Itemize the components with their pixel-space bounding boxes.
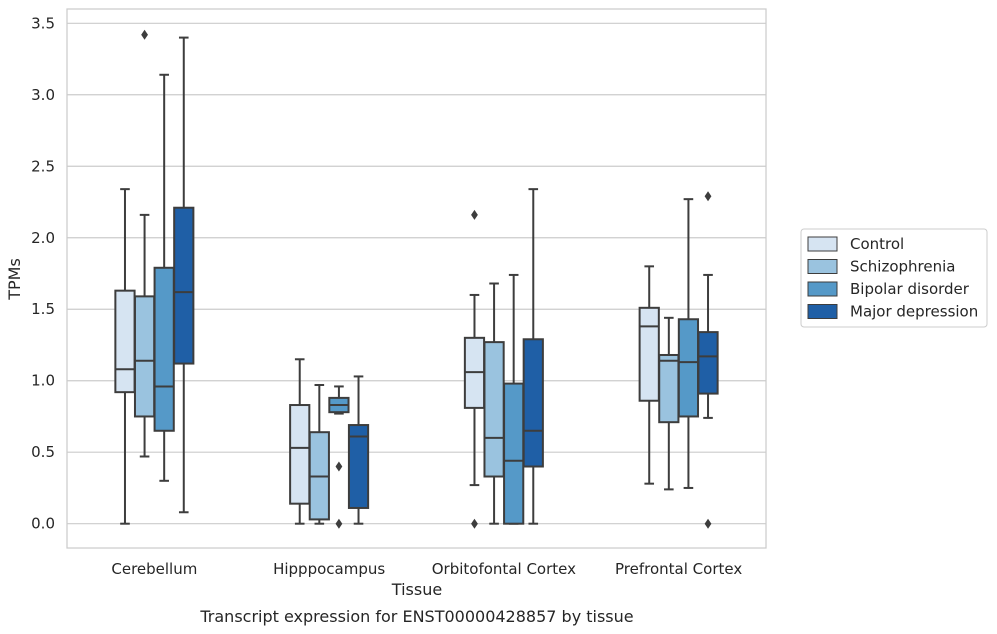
y-tick-label: 0.5 — [31, 443, 55, 461]
box-series — [114, 29, 719, 529]
box — [328, 385, 350, 529]
box-body — [677, 318, 700, 418]
legend-label: Major depression — [850, 303, 978, 321]
x-tick-label: Orbitofontal Cortex — [432, 560, 576, 578]
y-tick-label: 2.0 — [31, 229, 55, 247]
y-tick-label: 3.0 — [31, 86, 55, 104]
y-tick-label: 0.0 — [31, 515, 55, 533]
y-tick-label: 2.5 — [31, 157, 55, 175]
legend-label: Bipolar disorder — [850, 280, 970, 298]
box-body — [522, 338, 544, 468]
x-tick-label: Cerebellum — [111, 560, 197, 578]
outlier-marker — [471, 209, 478, 220]
y-tick-label: 1.5 — [31, 300, 55, 318]
box — [114, 188, 136, 525]
box-body — [638, 306, 660, 402]
legend-swatch — [807, 304, 838, 319]
box-body — [483, 341, 505, 478]
box-body — [658, 353, 680, 424]
box — [677, 198, 700, 489]
box-body — [289, 404, 311, 505]
box-body — [173, 206, 195, 365]
legend-swatch — [807, 259, 838, 274]
outlier-marker — [704, 191, 712, 202]
legend-label: Control — [850, 235, 904, 253]
box-body — [114, 289, 136, 394]
y-axis-title: TPMs — [5, 258, 24, 301]
y-tick-label: 3.5 — [31, 14, 55, 32]
legend: Control Schizophrenia Bipolar disorder Majo… — [800, 228, 988, 328]
box-body — [503, 382, 525, 525]
y-tick-label: 1.0 — [31, 372, 55, 390]
outlier-marker — [704, 518, 712, 529]
x-axis-ticks: Cerebellum Hipppocampus Orbitofontal Corte… — [111, 560, 742, 578]
x-tick-label: Hipppocampus — [273, 560, 385, 578]
box-body — [153, 266, 175, 432]
box — [347, 375, 370, 525]
legend-swatch — [807, 236, 838, 252]
x-axis-title: Tissue — [391, 580, 442, 599]
box — [522, 188, 544, 525]
x-tick-label: Prefrontal Cortex — [615, 560, 742, 578]
outlier-marker — [141, 29, 148, 40]
box — [697, 191, 719, 529]
box — [483, 282, 505, 525]
box-body — [347, 424, 370, 509]
legend-label: Schizophrenia — [850, 258, 955, 276]
box — [173, 36, 195, 514]
legend-swatch — [807, 281, 838, 297]
box-body — [133, 295, 156, 418]
box-body — [697, 331, 719, 395]
legend-frame — [800, 228, 988, 328]
outlier-marker — [471, 518, 478, 529]
y-axis-ticks: 0.0 0.5 1.0 1.5 2.0 2.5 3.0 3.5 — [31, 14, 55, 532]
box — [503, 273, 525, 525]
box — [308, 384, 330, 525]
chart-title: Transcript expression for ENST0000042885… — [199, 607, 633, 626]
box — [463, 209, 486, 529]
box — [658, 316, 680, 491]
box — [153, 73, 175, 482]
outlier-marker — [335, 461, 343, 472]
outlier-marker — [335, 518, 343, 529]
